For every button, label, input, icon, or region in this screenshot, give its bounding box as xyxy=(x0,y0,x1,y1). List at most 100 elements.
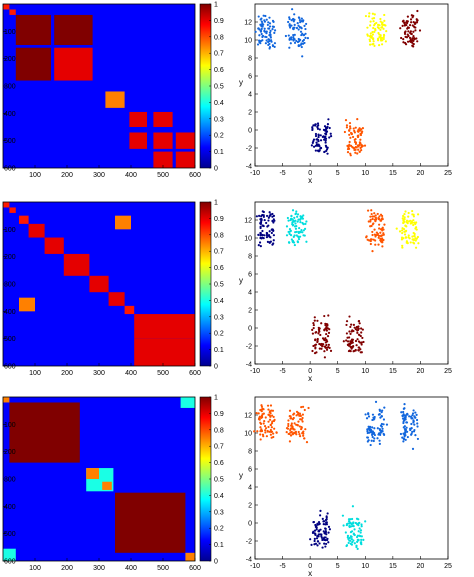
scatter-point xyxy=(273,219,276,222)
scatter-point xyxy=(266,404,270,407)
scatter-point xyxy=(408,36,412,39)
scatter-point xyxy=(350,522,353,525)
heatmap-ytick-label: 200 xyxy=(4,56,16,63)
colorbar-tick-label: 1 xyxy=(214,395,218,402)
scatter-point xyxy=(287,432,290,436)
scatter-point xyxy=(324,518,328,522)
scatter-point xyxy=(312,530,315,533)
scatter-point xyxy=(319,134,322,137)
scatter-point xyxy=(412,421,415,424)
scatter-point xyxy=(257,418,261,421)
scatter-point xyxy=(326,537,329,540)
scatter-point xyxy=(303,234,306,237)
scatter-point xyxy=(379,237,382,240)
scatter-point xyxy=(363,144,367,147)
scatter-point xyxy=(324,322,327,325)
scatter-point xyxy=(407,234,410,237)
scatter-2: -10 -5 0 5 10 15 20 25 -4 -2 0 2 4 6 8 10 12 x y xyxy=(239,201,452,383)
scatter-point xyxy=(301,231,304,234)
scatter-point xyxy=(325,329,328,332)
scatter-point xyxy=(411,430,414,433)
scatter-point xyxy=(273,45,276,48)
scatter-point xyxy=(296,215,299,218)
scatter-point xyxy=(287,422,290,426)
scatter-point xyxy=(323,542,326,545)
scatter-ytick-label: 12 xyxy=(244,20,252,27)
scatter-point xyxy=(313,316,316,319)
scatter-ytick-label: 0 xyxy=(248,326,252,333)
scatter-point xyxy=(405,426,408,429)
scatter-point xyxy=(311,349,314,353)
scatter-point xyxy=(369,239,372,243)
scatter-point xyxy=(411,414,414,417)
scatter-point xyxy=(358,521,361,524)
colorbar-tick-label: 0.3 xyxy=(214,509,224,516)
scatter-point xyxy=(301,413,304,416)
scatter-point xyxy=(262,224,265,228)
scatter-point xyxy=(401,229,404,232)
scatter-point xyxy=(322,343,325,346)
scatter-point xyxy=(323,345,327,348)
scatter-point xyxy=(353,349,356,353)
scatter-point xyxy=(260,429,263,432)
scatter-point xyxy=(346,340,350,343)
scatter-point xyxy=(263,20,267,23)
scatter-point xyxy=(295,414,298,417)
scatter-point xyxy=(403,427,407,431)
scatter-point xyxy=(300,427,303,431)
scatter-point xyxy=(414,222,417,226)
scatter-point xyxy=(360,148,363,152)
scatter-xtick-label: 25 xyxy=(444,563,452,570)
scatter-point xyxy=(413,423,416,426)
scatter-point xyxy=(260,27,263,30)
scatter-point xyxy=(350,330,353,333)
scatter-point xyxy=(268,22,272,25)
scatter-point xyxy=(369,218,372,221)
colorbar-tick-label: 0.4 xyxy=(214,100,224,107)
scatter-cluster xyxy=(364,400,389,447)
scatter-point xyxy=(370,212,373,216)
scatter-point xyxy=(402,438,406,441)
scatter-point xyxy=(324,137,328,140)
scatter-point xyxy=(401,436,404,439)
scatter-point xyxy=(409,31,412,34)
scatter-point xyxy=(349,542,352,545)
scatter-point xyxy=(264,42,268,45)
scatter-point xyxy=(359,535,362,538)
scatter-point xyxy=(319,139,323,142)
scatter-point xyxy=(320,347,323,350)
scatter-point xyxy=(353,542,356,545)
scatter-point xyxy=(271,44,274,47)
scatter-ytick-label: 2 xyxy=(248,308,252,315)
scatter-point xyxy=(312,326,315,330)
scatter-point xyxy=(385,423,389,426)
scatter-point xyxy=(376,26,379,29)
scatter-point xyxy=(261,433,265,436)
scatter-point xyxy=(404,438,407,441)
heatmap-block xyxy=(63,253,90,276)
scatter-point xyxy=(295,26,299,30)
scatter-point xyxy=(373,233,376,236)
scatter-point xyxy=(313,537,316,541)
scatter-xtick-label: 20 xyxy=(417,170,425,177)
scatter-point xyxy=(294,212,298,215)
scatter-point xyxy=(261,407,264,410)
heatmap-xtick-label: 200 xyxy=(61,172,73,179)
scatter-point xyxy=(348,140,351,144)
scatter-point xyxy=(315,330,318,334)
scatter-point xyxy=(379,424,383,427)
scatter-point xyxy=(381,229,384,232)
scatter-point xyxy=(366,428,369,431)
scatter-point xyxy=(319,146,323,150)
scatter-point xyxy=(290,238,293,241)
scatter-point xyxy=(324,542,328,546)
scatter-point xyxy=(299,30,303,33)
scatter-point xyxy=(371,12,374,15)
heatmap-xtick-label: 100 xyxy=(29,172,41,179)
scatter-point xyxy=(325,130,329,133)
scatter-point xyxy=(406,40,410,43)
scatter-point xyxy=(303,33,306,37)
scatter-point xyxy=(377,433,380,436)
scatter-point xyxy=(317,135,320,139)
colorbar-1: 0 0.1 0.2 0.3 0.4 0.5 0.6 0.7 0.8 0.9 1 xyxy=(199,2,224,173)
